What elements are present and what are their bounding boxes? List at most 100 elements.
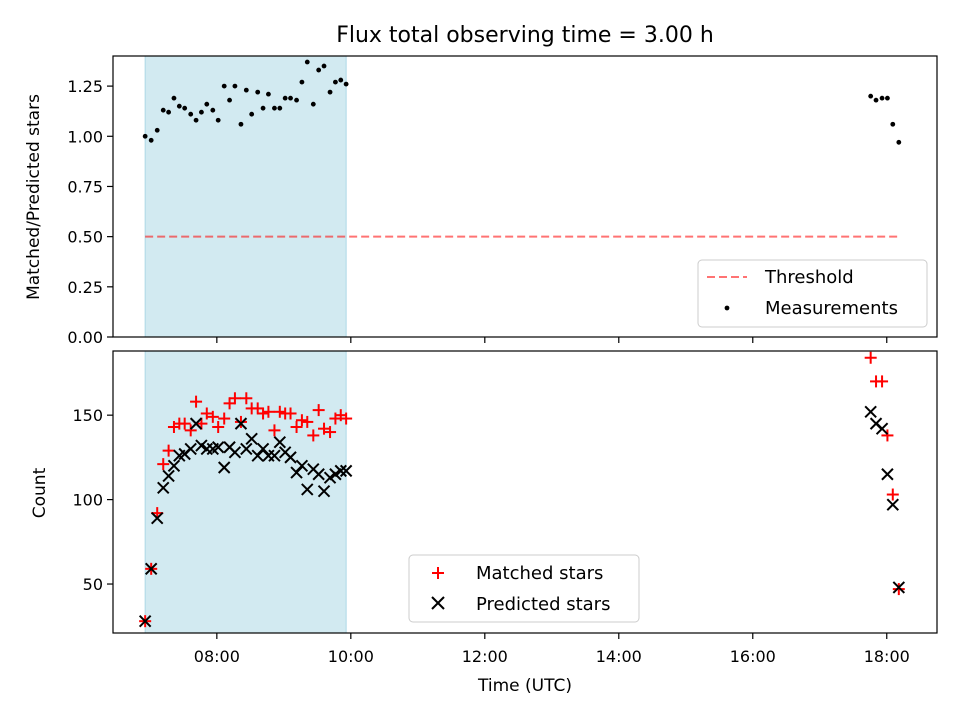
predicted-star-marker: [162, 469, 175, 483]
x-tick-label: 18:00: [864, 647, 910, 666]
measurement-point: [221, 83, 227, 89]
matched-star-marker: [206, 410, 219, 423]
predicted-star-marker: [217, 461, 231, 474]
predicted-star-marker: [144, 562, 158, 576]
matched-star-marker: [307, 429, 320, 442]
ratio-legend: Threshold Measurements: [697, 259, 928, 328]
measurement-point: [199, 109, 204, 115]
y-tick-label: 100: [72, 491, 103, 510]
matched-star-marker: [218, 412, 231, 425]
predicted-star-marker: [211, 441, 225, 454]
measurement-point: [255, 89, 261, 95]
predicted-star-marker: [240, 442, 253, 456]
predicted-star-marker: [892, 581, 906, 594]
predicted-star-marker: [234, 417, 248, 430]
measurement-point: [327, 89, 333, 95]
measurement-point: [299, 79, 305, 85]
matched-star-marker: [178, 417, 191, 430]
matched-star-marker: [886, 488, 899, 501]
predicted-star-marker: [184, 442, 197, 456]
predicted-star-marker: [273, 435, 287, 449]
measurement-points: [142, 59, 902, 145]
measurement-point: [243, 87, 249, 93]
count-y-axis: 50 100 150: [72, 406, 113, 594]
predicted-star-marker: [228, 446, 242, 459]
predicted-star-marker: [157, 481, 170, 494]
matched-star-marker: [340, 412, 353, 425]
measurement-point: [266, 91, 271, 97]
measurement-point: [166, 109, 172, 115]
matched-legend-label: Matched stars: [476, 563, 603, 584]
measurement-point: [277, 105, 283, 111]
measurement-point: [182, 105, 188, 111]
matched-star-marker: [290, 420, 303, 433]
matched-star-marker: [162, 444, 175, 457]
predicted-star-marker: [881, 468, 894, 481]
predicted-star-marker: [317, 484, 331, 498]
threshold-legend-label: Threshold: [764, 267, 854, 288]
count-legend: Matched stars Predicted stars: [408, 554, 640, 623]
measurement-point: [879, 95, 885, 101]
ratio-y-axis: 0.00 0.25 0.50 0.75 1.00 1.25: [67, 77, 113, 347]
predicted-star-marker: [295, 459, 309, 473]
measurement-point: [333, 79, 338, 85]
predicted-star-marker: [268, 449, 281, 462]
matched-star-marker: [184, 424, 197, 437]
x-tick-label: 14:00: [596, 647, 642, 666]
predicted-star-marker: [301, 483, 314, 496]
predicted-star-marker: [151, 511, 164, 525]
measurement-point: [272, 105, 277, 111]
matched-star-marker: [200, 407, 213, 420]
count-y-label: Count: [30, 467, 50, 518]
measurement-point: [294, 97, 299, 103]
measurement-point: [321, 63, 327, 69]
measurement-point: [885, 95, 890, 101]
measurement-point: [873, 97, 879, 103]
predicted-star-marker: [245, 432, 258, 446]
measurement-point: [338, 77, 344, 83]
ratio-axes-frame: [112, 55, 938, 338]
measurement-point: [316, 67, 322, 73]
measurement-point: [210, 107, 216, 113]
measurement-point: [204, 101, 210, 107]
y-tick-label: 0.00: [67, 328, 103, 347]
measurement-point: [288, 95, 293, 101]
matched-star-marker: [312, 404, 325, 417]
measurement-point: [238, 121, 244, 127]
predicted-star-marker: [138, 614, 152, 628]
predicted-star-marker: [334, 464, 347, 478]
measurement-point: [142, 133, 148, 139]
measurement-point: [282, 95, 288, 101]
x-tick-label: 08:00: [194, 647, 240, 666]
matched-star-marker: [190, 395, 203, 408]
matched-star-marker: [301, 415, 314, 428]
x-axis-label: Time (UTC): [477, 676, 572, 696]
measurement-point: [188, 111, 194, 117]
measurement-point: [343, 81, 349, 87]
measurement-point: [249, 111, 255, 117]
ratio-panel: 0.00 0.25 0.50 0.75 1.00 1.25 Matched/Predict…: [24, 55, 938, 347]
ratio-x-ticks: [216, 337, 888, 343]
matched-star-marker: [284, 407, 297, 420]
predicted-star-marker: [189, 417, 203, 430]
measurement-point: [896, 139, 902, 145]
matched-star-marker: [262, 405, 275, 418]
x-tick-label: 10:00: [328, 647, 374, 666]
measurement-point: [890, 121, 896, 127]
matched-star-marker: [257, 407, 270, 420]
measurement-point: [868, 93, 874, 99]
matched-star-marker: [157, 458, 170, 471]
matched-star-marker: [881, 429, 894, 442]
y-tick-label: 150: [72, 406, 103, 425]
measurements-legend-label: Measurements: [765, 298, 898, 319]
ratio-y-label: Matched/Predicted stars: [24, 94, 44, 300]
measurement-point: [193, 117, 199, 123]
predicted-star-marker: [312, 468, 325, 481]
count-legend-box: [408, 554, 640, 623]
y-tick-label: 0.25: [67, 278, 103, 297]
matched-star-marker: [318, 422, 331, 435]
predicted-star-marker: [886, 498, 899, 511]
measurement-point: [310, 101, 316, 107]
